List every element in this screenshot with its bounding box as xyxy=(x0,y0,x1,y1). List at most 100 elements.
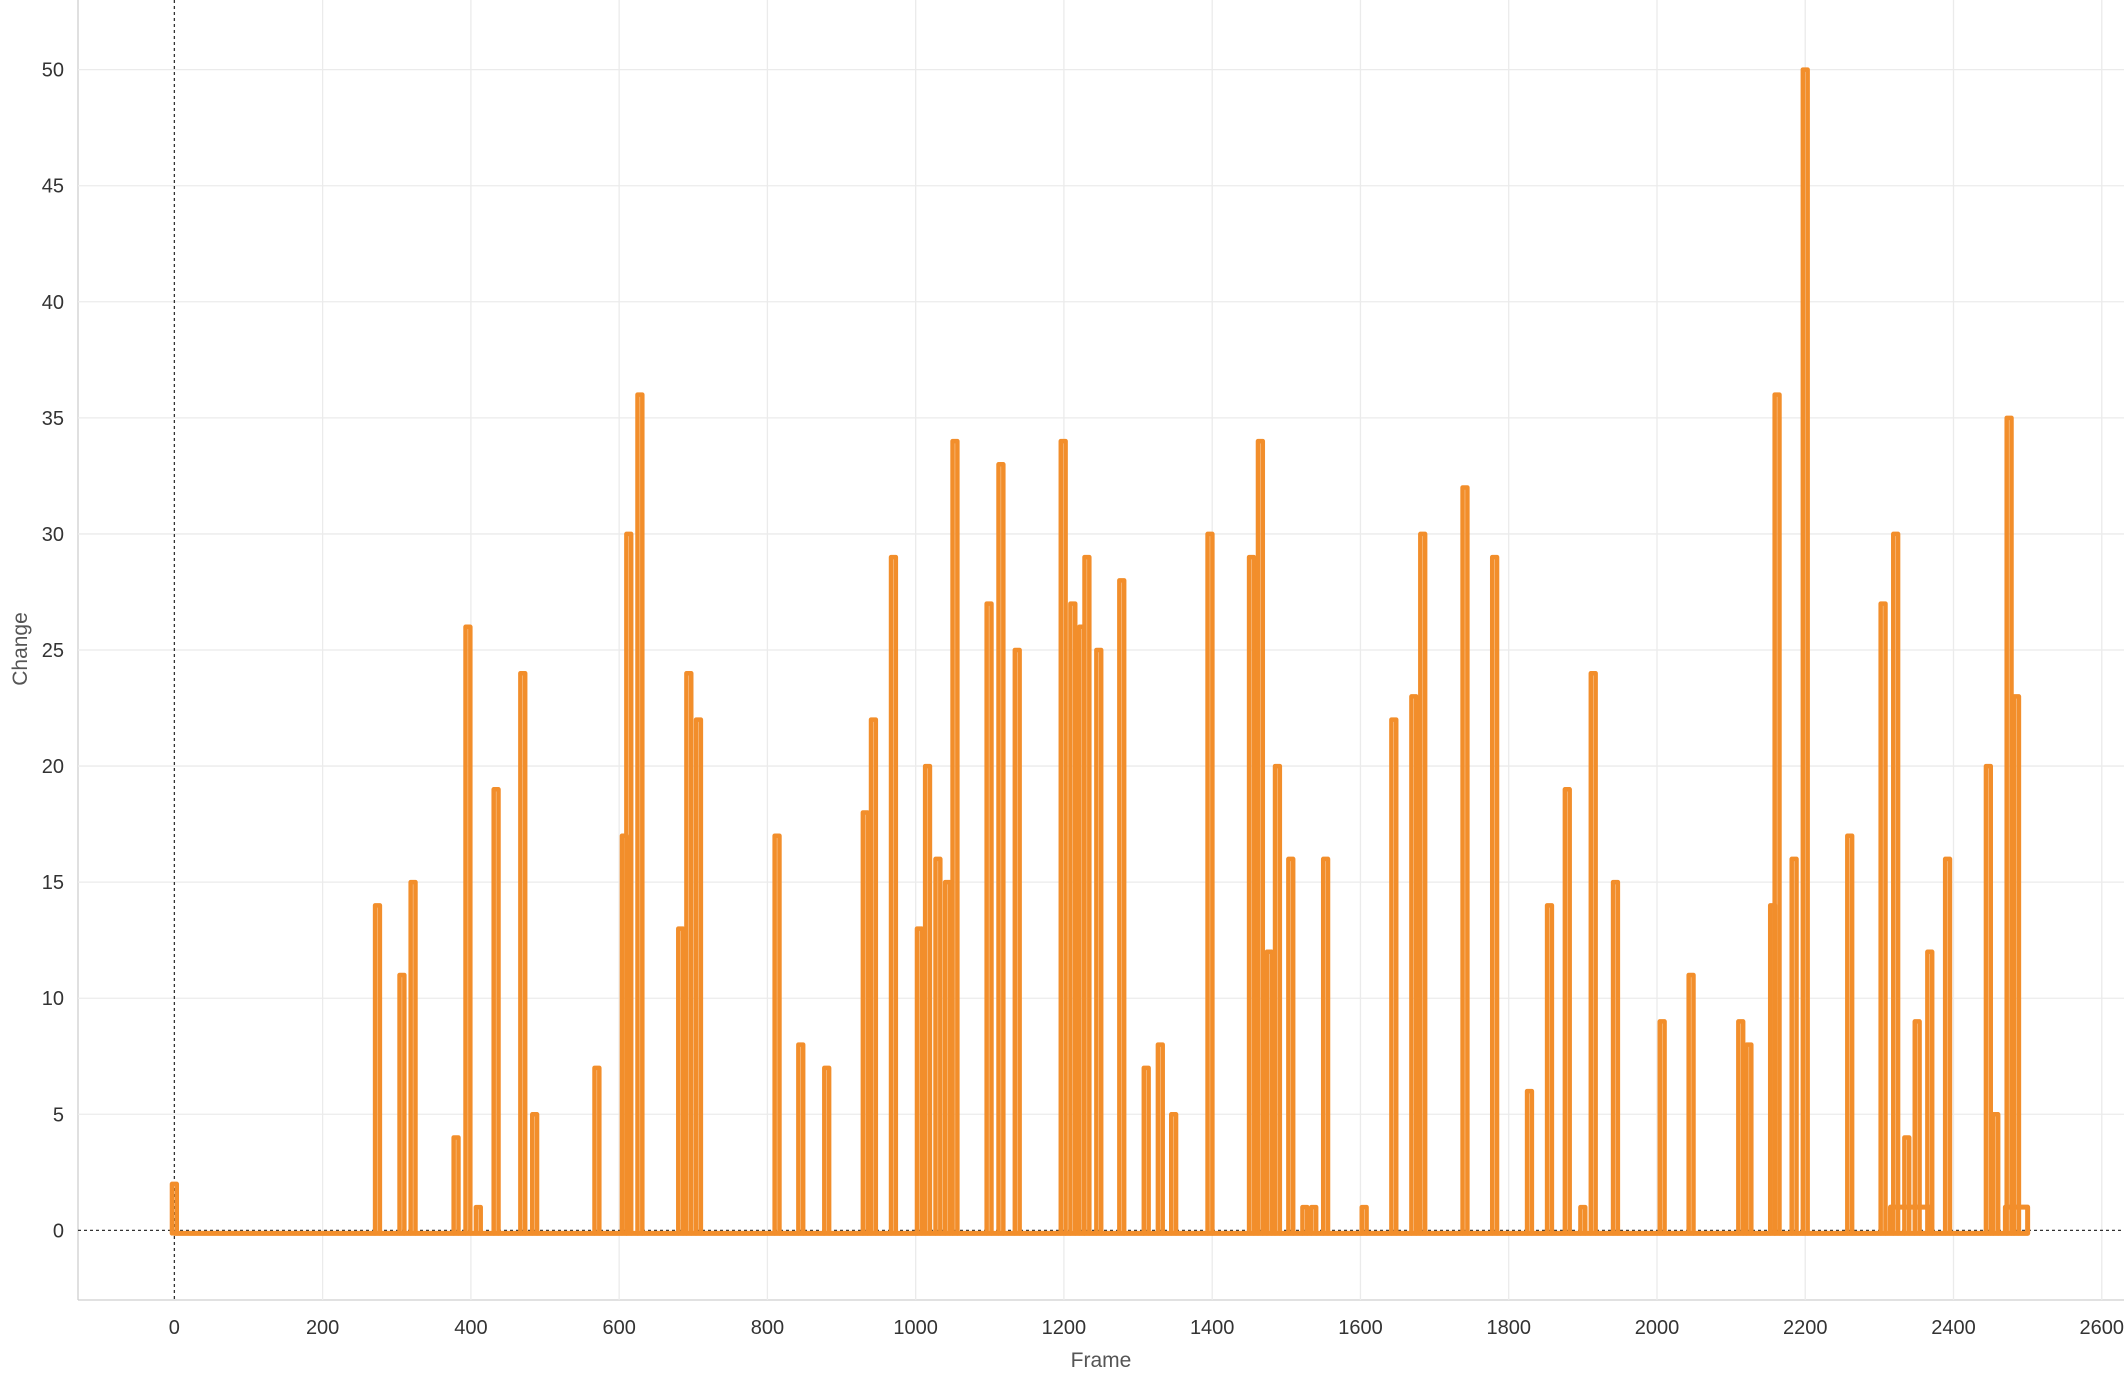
series-spike xyxy=(372,903,383,1236)
x-tick-label: 800 xyxy=(751,1317,784,1339)
y-tick-label: 15 xyxy=(42,872,64,894)
series-spike xyxy=(1418,531,1428,1236)
series-spike xyxy=(491,787,501,1236)
series-spike xyxy=(1255,438,1266,1236)
series-spike xyxy=(473,1204,483,1236)
x-tick-label: 2200 xyxy=(1783,1317,1828,1339)
x-tick-label: 1800 xyxy=(1486,1317,1531,1339)
series-spike xyxy=(635,392,645,1236)
y-tick-label: 50 xyxy=(42,60,64,82)
series-spike xyxy=(463,624,473,1236)
series-spike xyxy=(950,438,960,1236)
series-spike xyxy=(1094,647,1104,1236)
series-spike xyxy=(1845,833,1855,1236)
y-tick-label: 5 xyxy=(53,1104,64,1126)
series-spike xyxy=(1891,531,1901,1236)
series-spike xyxy=(933,856,943,1236)
series-spike xyxy=(1578,1204,1588,1236)
y-tick-label: 30 xyxy=(42,524,64,546)
series-spike xyxy=(676,926,686,1236)
y-tick-label: 20 xyxy=(42,756,64,778)
series-spike xyxy=(1902,1135,1912,1236)
y-tick-label: 40 xyxy=(42,292,64,314)
series-spike xyxy=(1286,856,1296,1236)
series-spike xyxy=(860,810,870,1236)
series-spike xyxy=(822,1065,832,1236)
series-spike xyxy=(1925,949,1935,1236)
series-spike xyxy=(1169,1112,1179,1236)
series-spike xyxy=(1736,1019,1746,1236)
series-spike xyxy=(1460,485,1470,1236)
series-spike xyxy=(868,717,879,1236)
series-spike xyxy=(1991,1112,2001,1236)
series-spike xyxy=(1264,949,1274,1236)
series-spike xyxy=(1272,763,1283,1236)
x-tick-label: 0 xyxy=(169,1317,180,1339)
series-spike xyxy=(1544,903,1555,1236)
series-spike xyxy=(1205,531,1215,1236)
series-spike xyxy=(1610,879,1621,1236)
series-spike xyxy=(1141,1065,1151,1236)
y-tick-label: 45 xyxy=(42,176,64,198)
series-spike xyxy=(1562,787,1572,1236)
series-spike xyxy=(888,554,899,1236)
x-tick-label: 1000 xyxy=(893,1317,938,1339)
series-spike xyxy=(1983,763,1993,1236)
x-tick-label: 1400 xyxy=(1190,1317,1235,1339)
y-tick-label: 10 xyxy=(42,988,64,1010)
y-tick-label: 25 xyxy=(42,640,64,662)
x-tick-label: 200 xyxy=(306,1317,339,1339)
series-spike xyxy=(1744,1042,1754,1236)
series-spike xyxy=(1942,856,1953,1236)
x-axis-title: Frame xyxy=(1071,1349,1132,1372)
y-axis-ticks: 0 5 10 15 20 25 30 35 40 45 50 xyxy=(42,60,64,1243)
series-spike xyxy=(529,1112,540,1236)
y-axis-title: Change xyxy=(9,612,32,686)
series-spike xyxy=(592,1065,602,1236)
series-spike xyxy=(1489,554,1500,1236)
series-spike xyxy=(397,972,407,1236)
series-spike xyxy=(684,670,694,1236)
series-spike xyxy=(922,763,933,1236)
series-spike xyxy=(624,531,634,1236)
x-axis-ticks: 0 200 400 600 800 1000 1200 1400 1600 1800 2000 220… xyxy=(169,1317,2124,1339)
y-tick-label: 35 xyxy=(42,408,64,430)
series-spike xyxy=(1409,694,1419,1236)
series-spike xyxy=(1657,1019,1667,1236)
series-spike xyxy=(1058,438,1068,1236)
series-spike xyxy=(1686,972,1696,1236)
series-spike xyxy=(984,601,994,1236)
series-spike xyxy=(2004,415,2014,1236)
series-spike xyxy=(1524,1088,1535,1236)
series-layer xyxy=(169,67,2031,1236)
series-spike xyxy=(1878,601,1888,1236)
series-spike xyxy=(772,833,782,1236)
series-spike xyxy=(1246,554,1257,1236)
series-spike xyxy=(408,879,418,1236)
series-spike xyxy=(796,1042,806,1236)
x-tick-label: 1600 xyxy=(1338,1317,1383,1339)
series-spike xyxy=(2011,694,2022,1236)
x-tick-label: 2400 xyxy=(1931,1317,1976,1339)
series-spike xyxy=(1300,1204,1310,1236)
series-spike xyxy=(996,462,1006,1236)
series-spike xyxy=(1117,578,1127,1236)
series-spike xyxy=(451,1135,461,1236)
series-spike xyxy=(693,717,704,1236)
x-tick-label: 2000 xyxy=(1635,1317,1680,1339)
y-tick-label: 0 xyxy=(53,1220,64,1242)
series-spike xyxy=(1800,67,1810,1236)
series-spike xyxy=(1359,1204,1369,1236)
x-tick-label: 1200 xyxy=(1042,1317,1087,1339)
series-spike xyxy=(518,670,528,1236)
series-spike xyxy=(942,879,953,1236)
series-spike xyxy=(1789,856,1799,1236)
x-tick-label: 400 xyxy=(454,1317,487,1339)
series-spike xyxy=(1309,1204,1319,1236)
x-tick-label: 2600 xyxy=(2080,1317,2125,1339)
series-spike xyxy=(1320,856,1331,1236)
series-spike xyxy=(1588,670,1598,1236)
series-spike xyxy=(1912,1019,1922,1236)
